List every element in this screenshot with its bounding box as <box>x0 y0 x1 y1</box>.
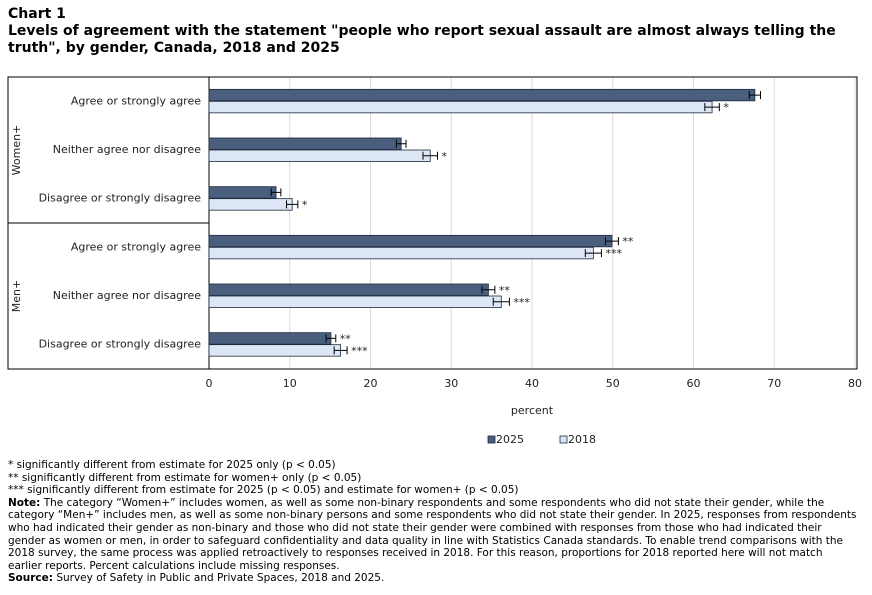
significance-label: * <box>442 150 448 163</box>
x-tick-label: 0 <box>206 377 213 390</box>
bar <box>208 246 594 260</box>
error-bar <box>270 188 282 197</box>
bar <box>208 283 489 296</box>
error-bar <box>748 91 762 100</box>
error-bar <box>704 103 720 112</box>
significance-label: ** <box>622 235 634 248</box>
category-label: Agree or strongly agree <box>71 94 201 107</box>
error-bar <box>604 237 619 246</box>
significance-label: ** <box>499 284 511 297</box>
error-bar <box>286 200 299 209</box>
error-bar <box>395 139 407 148</box>
category-label: Disagree or strongly disagree <box>39 192 202 205</box>
footnote: * significantly different from estimate … <box>8 459 336 471</box>
chart: 0 10 20 30 40 50 60 70 80 percent Women+ Agree or s… <box>7 76 862 446</box>
x-tick-label: 60 <box>687 377 701 390</box>
chart-label: Chart 1 <box>8 6 66 22</box>
significance-label: *** <box>605 247 622 260</box>
error-bar <box>584 249 602 258</box>
group-label: Women+ <box>10 125 23 176</box>
footnotes: * significantly different from estimate … <box>8 459 858 585</box>
footnote: *** significantly different from estimat… <box>8 484 519 497</box>
bar <box>208 149 431 162</box>
header: Chart 1 Levels of agreement with the sta… <box>8 6 858 57</box>
bar <box>208 186 277 199</box>
x-axis-title: percent <box>511 404 554 417</box>
x-tick-label: 70 <box>767 377 781 390</box>
category-label: Neither agree nor disagree <box>53 143 201 156</box>
x-tick-label: 20 <box>364 377 378 390</box>
bar <box>208 198 293 211</box>
bar <box>208 344 342 357</box>
legend-label: 2025 <box>496 433 524 446</box>
bar <box>208 100 713 114</box>
x-tick-label: 40 <box>525 377 539 390</box>
error-bar <box>422 151 439 160</box>
bar <box>208 332 332 345</box>
note: Note: The category “Women+” includes wom… <box>8 497 858 573</box>
category-label: Neither agree nor disagree <box>53 289 201 302</box>
source-text: Survey of Safety in Public and Private S… <box>56 572 385 585</box>
bar <box>208 137 402 150</box>
legend-swatch <box>487 435 496 444</box>
legend-swatch <box>559 435 568 444</box>
source: Source: Survey of Safety in Public and P… <box>8 572 858 585</box>
x-tick-label: 10 <box>283 377 297 390</box>
x-tick-label: 30 <box>444 377 458 390</box>
error-bar <box>325 334 337 343</box>
note-text: The category “Women+” includes women, as… <box>8 496 857 572</box>
note-label: Note: <box>8 496 41 509</box>
bar <box>208 234 613 248</box>
footnote: ** significantly different from estimate… <box>8 471 362 484</box>
significance-label: ** <box>340 332 352 345</box>
legend-label: 2018 <box>568 433 596 446</box>
source-label: Source: <box>8 572 53 585</box>
error-bar <box>333 346 348 355</box>
bar <box>208 295 502 308</box>
group-label: Men+ <box>10 280 23 312</box>
significance-label: *** <box>513 296 530 309</box>
bar <box>208 88 756 102</box>
category-label: Disagree or strongly disagree <box>39 338 202 351</box>
error-bar <box>492 297 510 306</box>
significance-label: *** <box>351 344 368 357</box>
significance-label: * <box>723 101 729 114</box>
error-bar <box>481 285 496 294</box>
significance-label: * <box>302 198 308 211</box>
x-tick-label: 80 <box>848 377 862 390</box>
chart-title: Levels of agreement with the statement "… <box>8 23 836 56</box>
category-label: Agree or strongly agree <box>71 240 201 253</box>
x-tick-label: 50 <box>606 377 620 390</box>
